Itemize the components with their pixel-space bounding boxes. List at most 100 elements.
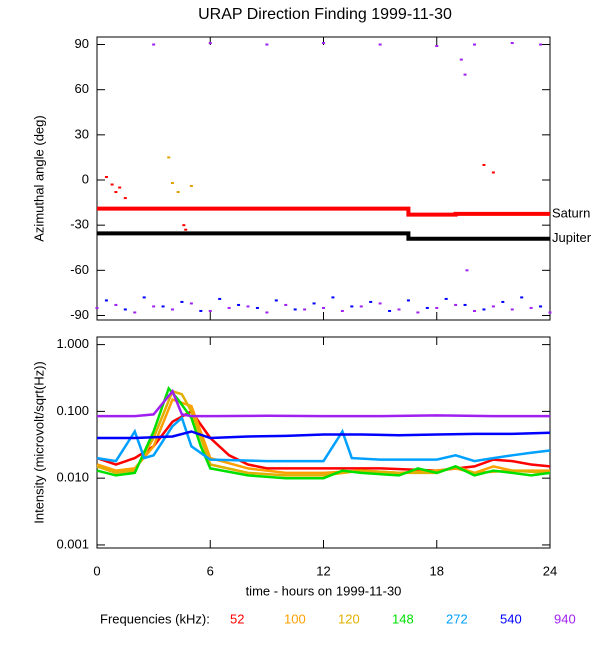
x-tick-label: 12 bbox=[316, 563, 330, 578]
y-axis-label: Intensity (microvolt/sqrt(Hz)) bbox=[31, 361, 46, 524]
series-line bbox=[97, 430, 551, 440]
scatter-point bbox=[189, 302, 193, 305]
scatter-point bbox=[171, 308, 174, 311]
legend-entry: 52 bbox=[230, 611, 244, 626]
scatter-point bbox=[501, 300, 505, 303]
scatter-point bbox=[303, 308, 307, 311]
legend-title: Frequencies (kHz): bbox=[100, 611, 210, 626]
legend-entry: 272 bbox=[446, 611, 468, 626]
scatter-point bbox=[123, 197, 127, 200]
scatter-point bbox=[350, 305, 354, 308]
scatter-point bbox=[548, 311, 552, 314]
scatter-point bbox=[322, 306, 325, 309]
scatter-point bbox=[274, 299, 278, 302]
y-tick-label: 1.000 bbox=[56, 336, 89, 351]
scatter-point bbox=[312, 302, 316, 305]
legend-entry: 120 bbox=[338, 611, 360, 626]
legend-entry: 148 bbox=[392, 611, 414, 626]
scatter-point bbox=[237, 303, 241, 306]
series-label: Jupiter bbox=[552, 230, 592, 245]
scatter-point bbox=[265, 43, 269, 46]
scatter-point bbox=[114, 303, 118, 306]
scatter-point bbox=[510, 42, 514, 45]
scatter-point bbox=[454, 303, 458, 306]
legend-entry: 100 bbox=[284, 611, 306, 626]
series-line bbox=[97, 388, 550, 418]
y-tick-label: 90 bbox=[75, 36, 89, 51]
scatter-point bbox=[322, 42, 325, 45]
plot-frame bbox=[96, 36, 551, 321]
scatter-point bbox=[473, 309, 476, 312]
scatter-point bbox=[167, 156, 171, 159]
scatter-point bbox=[199, 309, 203, 312]
y-axis-label: Azimuthal angle (deg) bbox=[31, 115, 46, 241]
series-line bbox=[97, 231, 550, 241]
scatter-point bbox=[529, 306, 533, 309]
scatter-point bbox=[118, 186, 122, 189]
scatter-point bbox=[255, 306, 259, 309]
scatter-point bbox=[459, 58, 463, 61]
scatter-point bbox=[227, 306, 231, 309]
scatter-point bbox=[114, 191, 118, 194]
scatter-point bbox=[123, 308, 127, 311]
scatter-point bbox=[208, 309, 212, 312]
y-tick-label: 60 bbox=[75, 81, 89, 96]
scatter-point bbox=[340, 309, 344, 312]
scatter-point bbox=[491, 305, 495, 308]
scatter-point bbox=[510, 308, 514, 311]
scatter-point bbox=[152, 305, 156, 308]
scatter-point bbox=[444, 297, 448, 300]
scatter-point bbox=[331, 296, 335, 299]
scatter-point bbox=[171, 182, 174, 185]
scatter-point bbox=[406, 299, 410, 302]
series-line bbox=[96, 415, 551, 463]
series-line bbox=[97, 206, 550, 217]
scatter-point bbox=[180, 300, 184, 303]
scatter-point bbox=[463, 73, 467, 76]
scatter-point bbox=[482, 308, 486, 311]
scatter-point bbox=[246, 305, 250, 308]
y-tick-label: -30 bbox=[70, 217, 89, 232]
scatter-point bbox=[184, 228, 188, 231]
scatter-point bbox=[378, 43, 382, 46]
y-tick-label: 0.100 bbox=[56, 403, 89, 418]
scatter-point bbox=[539, 305, 543, 308]
scatter-point bbox=[539, 43, 543, 46]
scatter-point bbox=[435, 306, 439, 309]
scatter-point bbox=[473, 43, 476, 46]
scatter-point bbox=[265, 311, 269, 314]
scatter-point bbox=[189, 185, 193, 188]
y-tick-label: -60 bbox=[70, 262, 89, 277]
scatter-point bbox=[104, 299, 108, 302]
scatter-point bbox=[284, 303, 288, 306]
plot-frame bbox=[96, 336, 551, 549]
scatter-point bbox=[152, 43, 156, 46]
scatter-point bbox=[465, 269, 469, 272]
scatter-point bbox=[110, 183, 114, 186]
y-tick-label: 0.001 bbox=[56, 536, 89, 551]
x-tick-label: 0 bbox=[93, 563, 100, 578]
x-tick-label: 24 bbox=[543, 563, 557, 578]
scatter-point bbox=[397, 308, 401, 311]
scatter-point bbox=[416, 311, 420, 314]
scatter-point bbox=[482, 163, 486, 166]
scatter-point bbox=[293, 308, 297, 311]
scatter-point bbox=[491, 171, 495, 174]
scatter-point bbox=[425, 306, 429, 309]
y-tick-label: 0 bbox=[82, 171, 89, 186]
legend-entry: 540 bbox=[500, 611, 522, 626]
scatter-point bbox=[161, 305, 165, 308]
scatter-point bbox=[520, 296, 524, 299]
scatter-point bbox=[176, 191, 180, 194]
legend-entry: 940 bbox=[554, 611, 576, 626]
scatter-point bbox=[359, 305, 363, 308]
scatter-point bbox=[95, 306, 99, 309]
y-tick-label: 30 bbox=[75, 126, 89, 141]
scatter-point bbox=[388, 309, 392, 312]
scatter-point bbox=[369, 300, 373, 303]
x-tick-label: 6 bbox=[207, 563, 214, 578]
scatter-point bbox=[378, 302, 382, 305]
scatter-point bbox=[142, 296, 146, 299]
scatter-point bbox=[435, 45, 439, 48]
